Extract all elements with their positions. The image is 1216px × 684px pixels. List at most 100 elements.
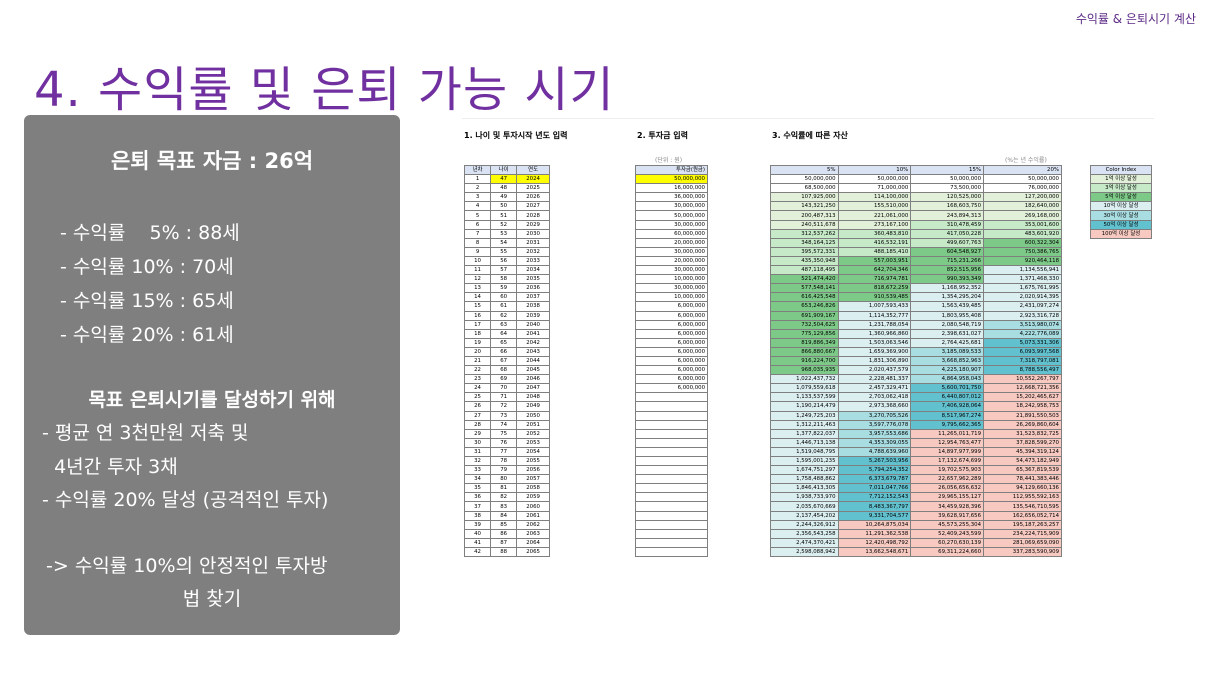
asset-cell: 65,367,819,539 bbox=[983, 465, 1062, 476]
asset-cell: 10,264,875,034 bbox=[837, 519, 912, 530]
table-row: 39 85 2062 bbox=[463, 519, 550, 530]
investment-cell: 6,000,000 bbox=[635, 346, 708, 357]
asset-cell: 1,503,063,546 bbox=[837, 337, 912, 348]
table-row: 240,511,678 273,167,100 310,478,459 353,001… bbox=[770, 219, 1062, 230]
table-row: 487,118,495 642,704,346 852,515,956 1,134,5… bbox=[770, 265, 1062, 276]
asset-cell: 45,573,255,304 bbox=[910, 519, 985, 530]
year-cell: 2053 bbox=[516, 437, 550, 448]
asset-cell: 499,607,763 bbox=[910, 237, 985, 248]
year-index-cell: 36 bbox=[463, 492, 492, 503]
investment-cell: 30,000,000 bbox=[635, 246, 708, 257]
page-title: 4. 수익률 및 은퇴 가능 시기 bbox=[34, 62, 615, 119]
asset-cell: 616,425,548 bbox=[770, 292, 839, 303]
year-index-cell: 41 bbox=[463, 537, 492, 548]
goal-amount: 은퇴 목표 자금 : 26억 bbox=[110, 149, 314, 173]
year-cell: 2059 bbox=[516, 492, 550, 503]
year-cell: 2045 bbox=[516, 365, 550, 376]
investment-cell bbox=[635, 428, 708, 439]
table-row: 1,079,559,618 2,457,329,471 5,600,701,750 1… bbox=[770, 383, 1062, 394]
table-row: 42 88 2065 bbox=[463, 546, 550, 558]
asset-cell: 50,000,000 bbox=[983, 174, 1062, 185]
table-row: 10 56 2033 bbox=[463, 255, 550, 267]
asset-cell: 2,431,097,274 bbox=[983, 301, 1062, 312]
asset-cell: 1,190,214,479 bbox=[770, 401, 839, 412]
asset-cell: 3,957,553,686 bbox=[837, 428, 912, 439]
legend-row: 100억 이상 달성 bbox=[1090, 228, 1152, 239]
investment-cell: 6,000,000 bbox=[635, 328, 708, 339]
table-row: 30,000,000 bbox=[635, 219, 708, 230]
table-row: 1,446,713,138 4,353,309,055 12,954,763,477… bbox=[770, 437, 1062, 448]
investment-cell: 60,000,000 bbox=[635, 228, 708, 239]
age-cell: 78 bbox=[490, 455, 518, 467]
table-row: 2 48 2025 bbox=[463, 183, 550, 194]
asset-cell: 1,133,537,599 bbox=[770, 392, 839, 403]
asset-cell: 21,891,550,503 bbox=[983, 410, 1062, 421]
table-row bbox=[635, 428, 708, 439]
asset-cell: 557,003,951 bbox=[837, 255, 912, 267]
year-cell: 2034 bbox=[516, 265, 550, 276]
investment-cell bbox=[635, 455, 708, 467]
asset-cell: 2,020,914,395 bbox=[983, 292, 1062, 303]
table-row: 14 60 2037 bbox=[463, 292, 550, 303]
table-row: 395,572,331 488,185,410 604,548,927 750,386… bbox=[770, 246, 1062, 257]
year-index-cell: 29 bbox=[463, 428, 492, 439]
table-row: 819,886,349 1,503,063,546 2,764,425,681 5,0… bbox=[770, 337, 1062, 348]
table-row: 348,164,125 416,532,191 499,607,763 600,322… bbox=[770, 237, 1062, 248]
year-index-cell: 14 bbox=[463, 292, 492, 303]
investment-cell bbox=[635, 401, 708, 412]
age-cell: 88 bbox=[490, 546, 518, 558]
year-index-cell: 6 bbox=[463, 219, 492, 230]
table-row: 18 64 2041 bbox=[463, 328, 550, 339]
asset-cell: 2,923,316,728 bbox=[983, 310, 1062, 321]
age-cell: 81 bbox=[490, 483, 518, 494]
asset-cell: 3,185,089,533 bbox=[910, 346, 985, 357]
table-row: 2,137,454,202 9,331,704,577 39,628,917,656… bbox=[770, 510, 1062, 521]
conclusion-line-2: 법 찾기 bbox=[182, 588, 242, 610]
plan-line-1: - 평균 연 3천만원 저축 및 bbox=[42, 422, 249, 444]
year-index-cell: 11 bbox=[463, 265, 492, 276]
year-cell: 2058 bbox=[516, 483, 550, 494]
asset-cell: 2,020,437,579 bbox=[837, 365, 912, 376]
age-cell: 55 bbox=[490, 246, 518, 257]
asset-cell: 2,457,329,471 bbox=[837, 383, 912, 394]
table-row bbox=[635, 392, 708, 403]
table-row: 15 61 2038 bbox=[463, 301, 550, 312]
year-index-cell: 10 bbox=[463, 255, 492, 267]
section-age-input: 1. 나이 및 투자시작 년도 입력 bbox=[464, 131, 568, 140]
header-cell: 10% bbox=[837, 164, 912, 176]
age-cell: 58 bbox=[490, 274, 518, 285]
legend-row: 50억 이상 달성 bbox=[1090, 219, 1152, 230]
conclusion-line-1: -> 수익률 10%의 안정적인 투자방 bbox=[46, 555, 328, 577]
age-cell: 82 bbox=[490, 492, 518, 503]
table-row: 6,000,000 bbox=[635, 301, 708, 312]
asset-cell: 1,595,001,235 bbox=[770, 455, 839, 467]
asset-cell: 4,225,180,907 bbox=[910, 365, 985, 376]
asset-cell: 69,311,224,660 bbox=[910, 546, 985, 558]
year-index-cell: 21 bbox=[463, 355, 492, 367]
asset-cell: 234,224,715,909 bbox=[983, 528, 1062, 539]
year-cell: 2032 bbox=[516, 246, 550, 257]
age-cell: 68 bbox=[490, 365, 518, 376]
table-row: 26 72 2049 bbox=[463, 401, 550, 412]
table-row: 35 81 2058 bbox=[463, 483, 550, 494]
asset-cell: 716,974,781 bbox=[837, 274, 912, 285]
header-cell: 5% bbox=[770, 164, 839, 176]
asset-cell: 1,938,733,970 bbox=[770, 492, 839, 503]
year-cell: 2041 bbox=[516, 328, 550, 339]
age-cell: 47 bbox=[490, 174, 518, 185]
age-cell: 61 bbox=[490, 301, 518, 312]
table-row bbox=[635, 410, 708, 421]
rate-10: - 수익률 10% : 70세 bbox=[60, 256, 234, 278]
asset-cell: 2,703,062,418 bbox=[837, 392, 912, 403]
legend-cell: 100억 이상 달성 bbox=[1090, 228, 1152, 239]
year-cell: 2026 bbox=[516, 192, 550, 203]
asset-cell: 910,539,485 bbox=[837, 292, 912, 303]
asset-cell: 1,846,413,305 bbox=[770, 483, 839, 494]
asset-cell: 76,000,000 bbox=[983, 183, 1062, 194]
year-index-cell: 19 bbox=[463, 337, 492, 348]
investment-cell: 30,000,000 bbox=[635, 219, 708, 230]
table-row: 691,909,167 1,114,352,777 1,803,955,408 2,9… bbox=[770, 310, 1062, 321]
year-cell: 2054 bbox=[516, 446, 550, 458]
age-cell: 60 bbox=[490, 292, 518, 303]
table-row: 1,519,048,795 4,788,639,960 14,897,977,999… bbox=[770, 446, 1062, 458]
